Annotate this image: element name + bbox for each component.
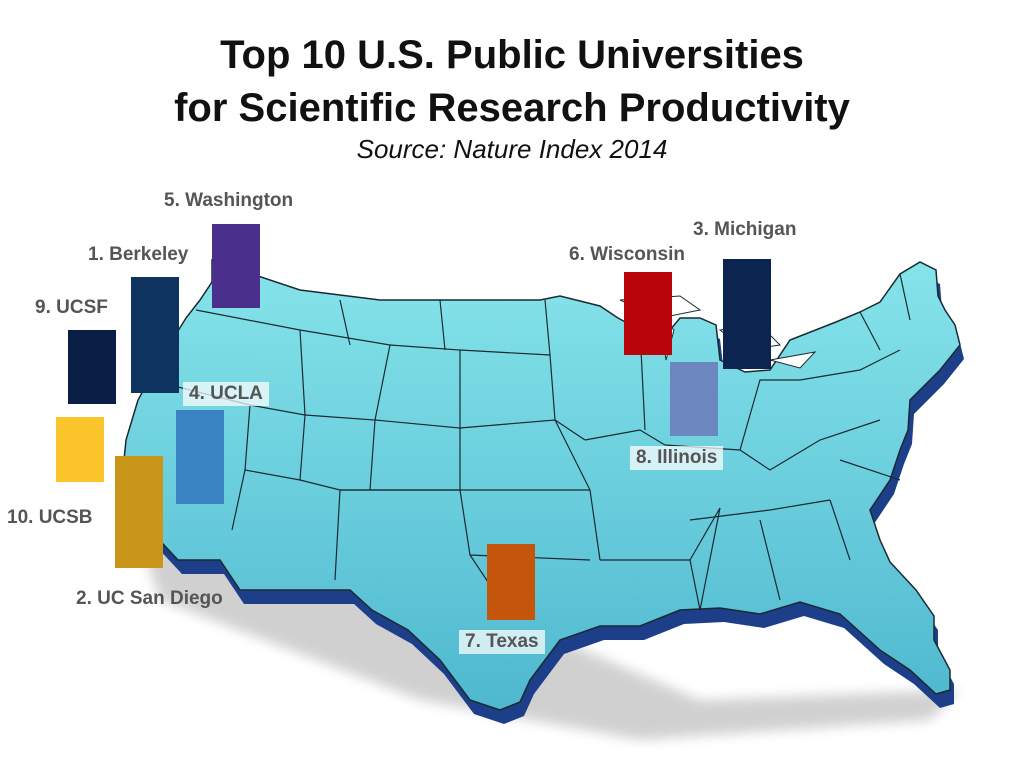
map-face xyxy=(121,258,961,711)
label-berkeley: 1. Berkeley xyxy=(88,244,189,265)
bar-rank-4 xyxy=(176,410,224,504)
bar-rank-3 xyxy=(723,259,771,369)
label-ucla: 4. UCLA xyxy=(183,382,269,406)
title-line-1: Top 10 U.S. Public Universities xyxy=(220,33,804,77)
title-line-2: for Scientific Research Productivity xyxy=(174,86,850,130)
state-borders xyxy=(149,273,911,611)
label-uc-san-diego: 2. UC San Diego xyxy=(76,588,223,609)
bar-rank-2 xyxy=(115,456,163,568)
bar-rank-1 xyxy=(131,277,179,393)
bar-rank-10 xyxy=(56,417,104,482)
bar-rank-7 xyxy=(487,544,535,620)
bar-rank-6 xyxy=(624,272,672,355)
label-ucsf: 9. UCSF xyxy=(35,297,108,318)
label-wisconsin: 6. Wisconsin xyxy=(569,244,685,265)
label-michigan: 3. Michigan xyxy=(693,219,797,240)
bars-layer xyxy=(56,224,771,620)
label-illinois: 8. Illinois xyxy=(630,446,724,470)
label-washington: 5. Washington xyxy=(164,190,294,211)
label-texas: 7. Texas xyxy=(459,630,545,654)
label-ucsb: 10. UCSB xyxy=(7,507,93,528)
subtitle: Source: Nature Index 2014 xyxy=(356,134,668,164)
bar-rank-5 xyxy=(212,224,260,308)
bar-rank-8 xyxy=(670,362,718,436)
bar-rank-9 xyxy=(68,330,116,404)
